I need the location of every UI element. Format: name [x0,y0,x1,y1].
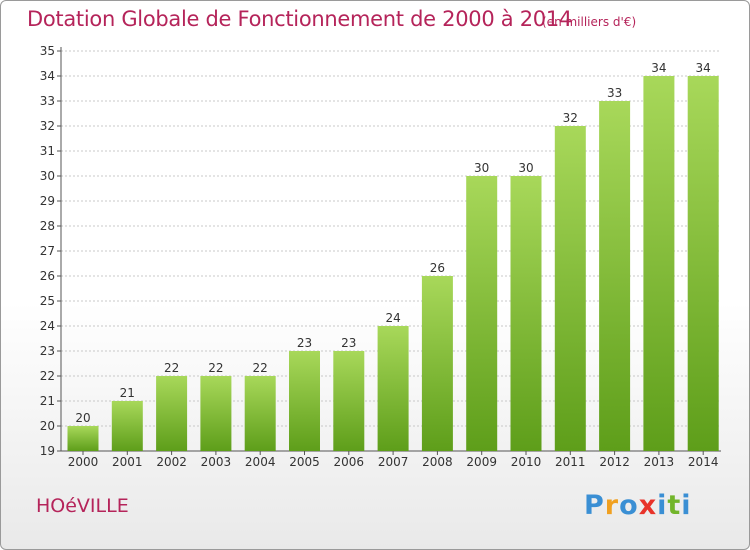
bar [554,126,586,451]
unit-note: (en milliers d'€) [542,15,637,29]
y-tick-label: 27 [40,244,55,258]
y-tick-label: 29 [40,194,55,208]
y-tick-label: 30 [40,169,55,183]
bar [67,426,99,451]
data-label: 22 [164,361,179,375]
bar [687,76,719,451]
bar [643,76,675,451]
x-tick-label: 2005 [289,455,320,469]
x-tick-label: 2009 [466,455,497,469]
data-label: 30 [518,161,533,175]
bar [333,351,365,451]
data-label: 21 [120,386,135,400]
x-tick-label: 2014 [688,455,719,469]
data-label: 23 [297,336,312,350]
y-tick-label: 19 [40,444,55,458]
logo-letter: i [657,490,668,521]
x-tick-label: 2010 [511,455,542,469]
data-label: 23 [341,336,356,350]
bar [289,351,320,451]
logo-letter: t [667,490,682,521]
logo-letter: o [619,490,639,521]
data-label: 34 [696,61,711,75]
y-tick-label: 20 [40,419,55,433]
y-tick-label: 35 [40,44,55,58]
bar [510,176,542,451]
y-tick-label: 31 [40,144,55,158]
logo-letter: x [638,490,658,521]
data-label: 22 [253,361,268,375]
bar [421,276,453,451]
data-label: 26 [430,261,445,275]
bar [466,176,498,451]
bar [377,326,409,451]
y-tick-label: 25 [40,294,55,308]
bar [156,376,188,451]
x-tick-label: 2007 [378,455,409,469]
data-label: 20 [75,411,90,425]
logo-letter: r [604,490,620,521]
bar [111,401,143,451]
data-label: 22 [208,361,223,375]
y-tick-label: 23 [40,344,55,358]
y-tick-label: 28 [40,219,55,233]
y-tick-label: 24 [40,319,55,333]
x-tick-label: 2008 [422,455,453,469]
logo-letter: i [681,490,692,521]
x-tick-label: 2011 [555,455,586,469]
chart-title: Dotation Globale de Fonctionnement de 20… [27,7,572,31]
x-tick-label: 2003 [201,455,232,469]
x-tick-label: 2004 [245,455,276,469]
x-tick-label: 2000 [68,455,99,469]
y-tick-label: 22 [40,369,55,383]
x-tick-label: 2001 [112,455,143,469]
commune-name: HOéVILLE [36,495,129,517]
y-tick-label: 26 [40,269,55,283]
data-label: 32 [563,111,578,125]
bar [244,376,276,451]
y-tick-label: 33 [40,94,55,108]
logo-letter: P [584,490,605,521]
data-label: 34 [651,61,666,75]
bar [200,376,232,451]
data-label: 24 [385,311,400,325]
y-tick-label: 21 [40,394,55,408]
data-label: 30 [474,161,489,175]
data-label: 33 [607,86,622,100]
x-tick-label: 2002 [156,455,187,469]
proxiti-logo: Proxiti [584,490,692,521]
y-tick-label: 32 [40,119,55,133]
x-tick-label: 2006 [334,455,365,469]
x-tick-label: 2012 [599,455,630,469]
y-tick-label: 34 [40,69,55,83]
bar [599,101,631,451]
x-tick-label: 2013 [644,455,675,469]
